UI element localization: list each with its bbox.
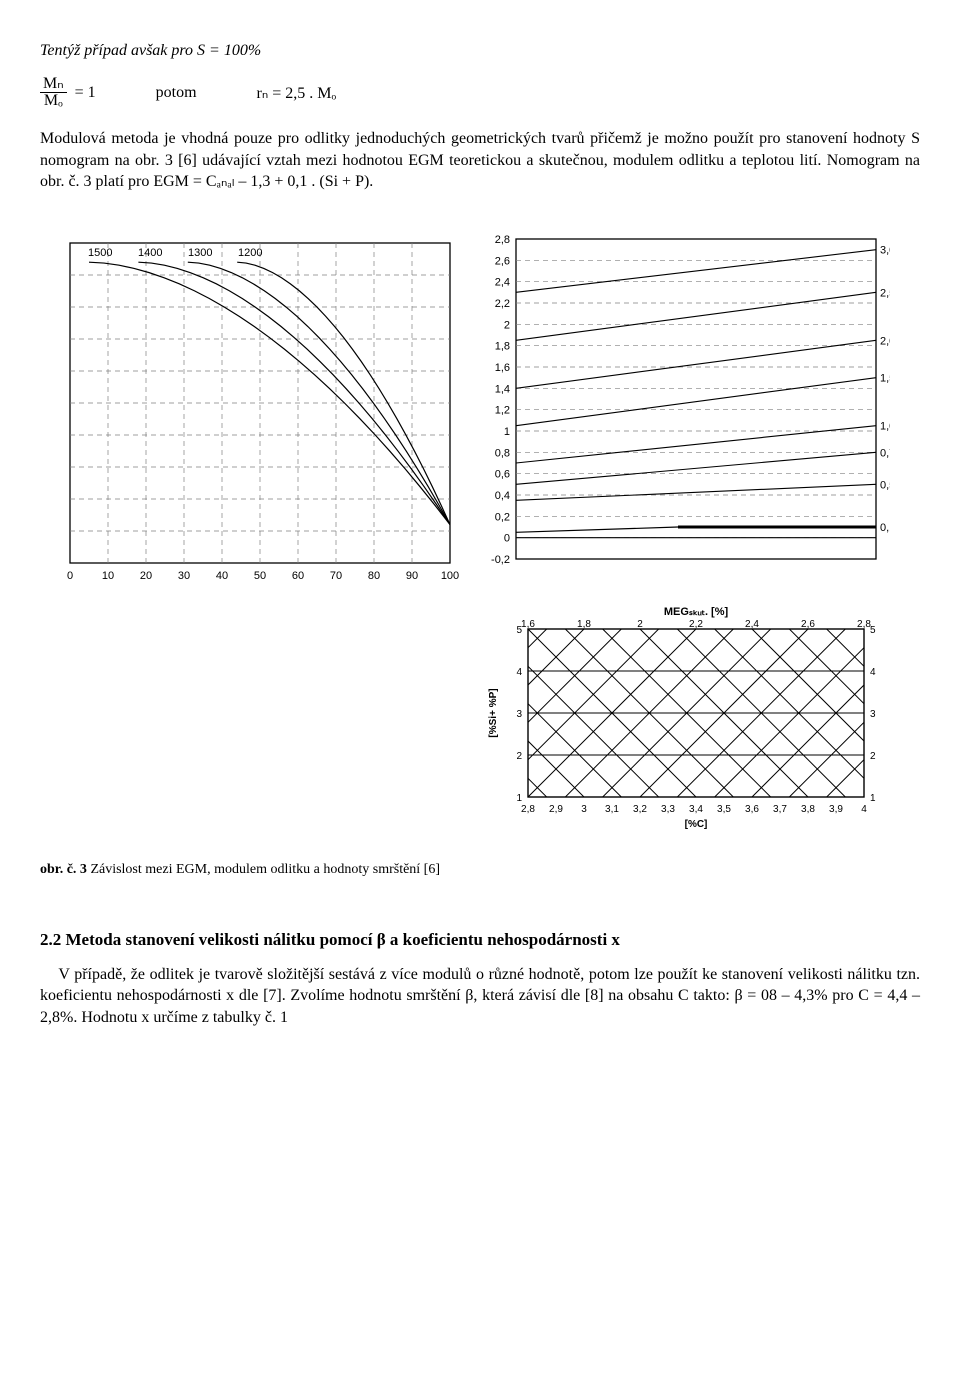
svg-text:1,0: 1,0 [880,421,890,433]
svg-text:20: 20 [140,570,152,582]
svg-text:0,2: 0,2 [495,511,510,523]
svg-text:2,2: 2,2 [495,298,510,310]
svg-text:30: 30 [178,570,190,582]
title-line: Tentýž případ avšak pro S = 100% [40,40,920,62]
svg-text:2: 2 [516,751,522,762]
svg-text:1,6: 1,6 [495,362,510,374]
svg-text:0: 0 [504,533,510,545]
section-title: Metoda stanovení velikosti nálitku pomoc… [61,930,620,949]
svg-text:1200: 1200 [238,247,262,259]
frac-num: Mₙ [40,76,67,94]
svg-text:3,9: 3,9 [829,804,843,815]
svg-text:2: 2 [504,319,510,331]
svg-text:3: 3 [581,804,587,815]
svg-text:4: 4 [861,804,867,815]
fraction: Mₙ Mₒ [40,76,67,111]
paragraph-1: Modulová metoda je vhodná pouze pro odli… [40,128,920,193]
svg-text:1,8: 1,8 [495,341,510,353]
caption-prefix: obr. č. 3 [40,862,87,877]
section-num: 2.2 [40,930,61,949]
svg-text:4: 4 [516,667,522,678]
svg-text:2: 2 [870,751,876,762]
svg-text:3,1: 3,1 [605,804,619,815]
frac-den: Mₒ [41,93,66,110]
svg-text:3: 3 [516,709,522,720]
eq-rhs: rₙ = 2,5 . Mₒ [257,83,337,103]
svg-text:1500: 1500 [88,247,112,259]
svg-text:3,2: 3,2 [633,804,647,815]
svg-text:2,6: 2,6 [801,619,815,630]
svg-text:0,5: 0,5 [880,479,890,491]
svg-text:1,4: 1,4 [495,383,510,395]
svg-text:40: 40 [216,570,228,582]
section-heading: 2.2 Metoda stanovení velikosti nálitku p… [40,930,920,950]
figure-caption: obr. č. 3 Závislost mezi EGM, modulem od… [40,861,920,880]
svg-text:3,8: 3,8 [801,804,815,815]
svg-text:2: 2 [637,619,643,630]
svg-text:3,5: 3,5 [717,804,731,815]
svg-text:2,9: 2,9 [549,804,563,815]
svg-text:0,6: 0,6 [495,469,510,481]
svg-text:1: 1 [516,793,522,804]
svg-text:2,4: 2,4 [745,619,759,630]
svg-text:MEGₛₖᵤₜ. [%]: MEGₛₖᵤₜ. [%] [664,606,729,618]
svg-text:2,0: 2,0 [880,335,890,347]
svg-text:2,5: 2,5 [880,287,890,299]
svg-text:0,1: 0,1 [880,522,890,534]
svg-text:1: 1 [870,793,876,804]
svg-text:2,2: 2,2 [689,619,703,630]
svg-text:[%C]: [%C] [685,819,708,830]
svg-text:3: 3 [870,709,876,720]
paragraph-2: V případě, že odlitek je tvarově složitě… [40,964,920,1029]
svg-text:70: 70 [330,570,342,582]
svg-text:-0,2: -0,2 [491,554,510,566]
svg-text:3,6: 3,6 [745,804,759,815]
svg-text:10: 10 [102,570,114,582]
svg-text:80: 80 [368,570,380,582]
svg-text:0,75: 0,75 [880,447,890,459]
svg-text:1,6: 1,6 [521,619,535,630]
svg-text:3,4: 3,4 [689,804,703,815]
potom-label: potom [156,84,197,102]
svg-text:3,7: 3,7 [773,804,787,815]
equation-line: Mₙ Mₒ = 1 potom rₙ = 2,5 . Mₒ [40,76,920,111]
svg-text:2,6: 2,6 [495,255,510,267]
svg-text:3,3: 3,3 [661,804,675,815]
svg-text:0,8: 0,8 [495,447,510,459]
svg-text:2,8: 2,8 [521,804,535,815]
svg-text:2,8: 2,8 [857,619,871,630]
svg-text:2,8: 2,8 [495,234,510,246]
svg-text:1400: 1400 [138,247,162,259]
svg-text:1300: 1300 [188,247,212,259]
svg-text:1: 1 [504,426,510,438]
svg-text:50: 50 [254,570,266,582]
svg-text:60: 60 [292,570,304,582]
svg-text:4: 4 [870,667,876,678]
svg-text:2,4: 2,4 [495,277,510,289]
svg-text:100: 100 [441,570,459,582]
caption-text: Závislost mezi EGM, modulem odlitku a ho… [87,862,440,877]
left-chart: 0 10 20 30 40 50 60 70 80 90 100 1500 1400 1300 1200 [40,233,460,593]
eq-sign: = 1 [75,84,96,102]
svg-text:[%Si+ %P]: [%Si+ %P] [488,688,499,737]
svg-text:1,5: 1,5 [880,373,890,385]
svg-text:3,0: 3,0 [880,245,890,257]
right-chart-stack: -0,2 0 0,2 0,4 0,6 0,8 1 1,2 1,4 1,6 1,8 2 2,2 2,4 2,6… [480,233,890,831]
svg-text:90: 90 [406,570,418,582]
svg-text:0: 0 [67,570,73,582]
svg-text:1,2: 1,2 [495,405,510,417]
svg-text:0,4: 0,4 [495,490,510,502]
svg-text:1,8: 1,8 [577,619,591,630]
